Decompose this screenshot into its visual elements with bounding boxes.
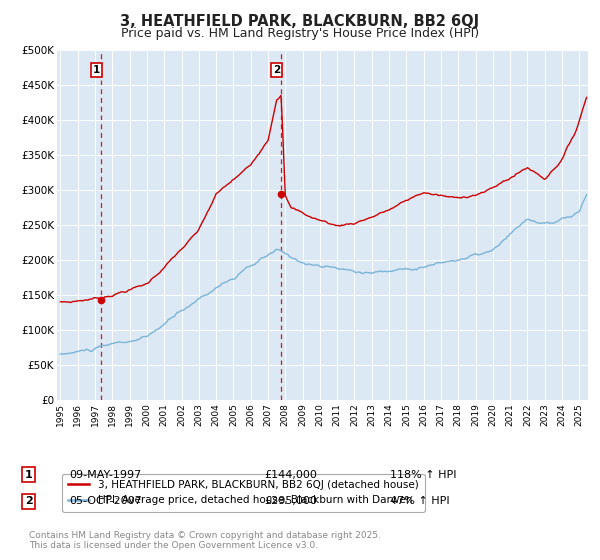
Text: 47% ↑ HPI: 47% ↑ HPI: [390, 496, 449, 506]
Text: 09-MAY-1997: 09-MAY-1997: [69, 470, 141, 480]
Text: 2: 2: [25, 496, 32, 506]
Text: 1: 1: [25, 470, 32, 480]
Text: 1: 1: [93, 65, 100, 75]
Text: 05-OCT-2007: 05-OCT-2007: [69, 496, 142, 506]
Text: £295,000: £295,000: [264, 496, 317, 506]
Text: Price paid vs. HM Land Registry's House Price Index (HPI): Price paid vs. HM Land Registry's House …: [121, 27, 479, 40]
Text: £144,000: £144,000: [264, 470, 317, 480]
Text: Contains HM Land Registry data © Crown copyright and database right 2025.
This d: Contains HM Land Registry data © Crown c…: [29, 531, 380, 550]
Text: 118% ↑ HPI: 118% ↑ HPI: [390, 470, 457, 480]
Text: 2: 2: [273, 65, 280, 75]
Legend: 3, HEATHFIELD PARK, BLACKBURN, BB2 6QJ (detached house), HPI: Average price, det: 3, HEATHFIELD PARK, BLACKBURN, BB2 6QJ (…: [62, 474, 425, 512]
Text: 3, HEATHFIELD PARK, BLACKBURN, BB2 6QJ: 3, HEATHFIELD PARK, BLACKBURN, BB2 6QJ: [121, 14, 479, 29]
